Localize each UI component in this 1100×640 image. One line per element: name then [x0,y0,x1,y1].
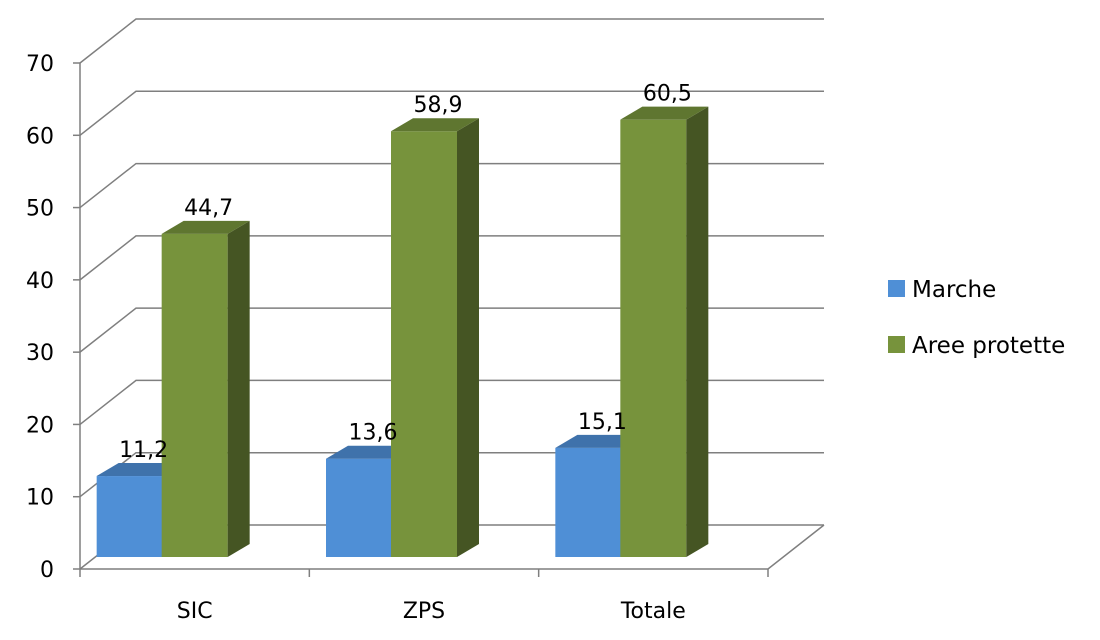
y-tick-label: 40 [26,269,54,294]
bar [391,118,479,558]
y-tick-label: 70 [26,52,54,77]
category-label: SIC [177,599,213,624]
bar [161,220,250,557]
category-label: Totale [620,599,686,624]
gridline [79,90,824,136]
legend-swatch [888,280,905,297]
bars [96,106,709,558]
data-label: 11,2 [119,438,168,463]
bar [620,106,709,558]
legend-label: Marche [912,277,996,303]
gridline [79,18,824,64]
data-label: 15,1 [578,410,627,435]
legend: Marche Aree protette [888,277,1065,359]
gridline [79,235,824,281]
legend-label: Aree protette [912,333,1065,359]
gridline [79,162,824,209]
bar [96,463,185,557]
y-tick-label: 30 [26,341,54,366]
y-tick-label: 50 [26,197,54,222]
gridline [79,379,824,426]
y-tick-label: 20 [26,413,54,438]
y-tick-label: 10 [26,486,54,511]
data-label: 58,9 [414,93,463,118]
y-tick-label: 0 [40,558,54,583]
y-tick-label: 60 [26,124,54,149]
gridline [79,307,824,353]
labels: SIC ZPS Totale 11,2 44,7 13,6 58,9 15,1 60,5 [119,82,692,624]
data-label: 60,5 [643,82,692,107]
data-label: 44,7 [184,196,233,221]
category-label: ZPS [403,599,445,624]
axes: 0 10 20 30 40 50 60 70 [26,52,769,583]
legend-swatch [888,336,905,353]
data-label: 13,6 [349,421,398,446]
